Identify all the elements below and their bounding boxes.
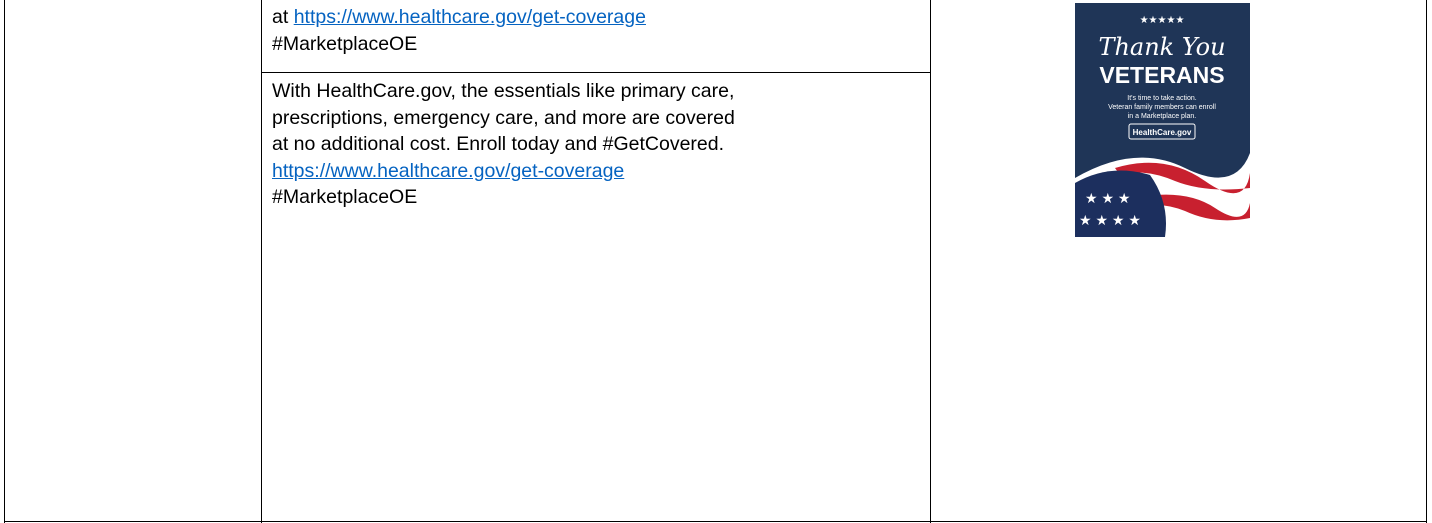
border [930, 0, 931, 523]
link[interactable]: https://www.healthcare.gov/get-coverage [272, 159, 625, 182]
flag-stars: ★ ★ ★ ★ [1079, 212, 1141, 228]
border [1426, 0, 1427, 523]
caption: Veteran family members can enroll [1108, 104, 1216, 111]
hashtag: #MarketplaceOE [272, 32, 418, 55]
hashtag: #MarketplaceOE [272, 186, 418, 209]
button [1128, 123, 1196, 140]
text-line: With HealthCare.gov, the essentials like… [272, 80, 735, 102]
flag-stars: ★ ★ ★ [1085, 190, 1130, 206]
caption: It's time to take action. [1127, 95, 1196, 102]
border [261, 0, 262, 523]
border [4, 521, 1427, 522]
text-line: at no additional cost. Enroll today and … [272, 133, 725, 156]
cell: With HealthCare.gov, the essentials like… [272, 78, 735, 211]
cell: at https://www.healthcare.gov/get-covera… [272, 4, 646, 57]
link-line: https://www.healthcare.gov/get-coverage [272, 158, 735, 185]
text-line: at https://www.healthcare.gov/get-covera… [272, 4, 646, 31]
flag-stripe [1115, 162, 1250, 194]
script-title: Thank You [1098, 33, 1225, 61]
flag-canton [1075, 170, 1166, 237]
veterans-image: ★★★★★ Thank You VETERANS It's time to ta… [1075, 3, 1250, 237]
link[interactable]: https://www.healthcare.gov/get-coverage [293, 6, 646, 28]
text: at [272, 6, 294, 28]
caption: in a Marketplace plan. [1128, 113, 1197, 120]
border [261, 72, 931, 73]
flag-stripe [1135, 194, 1250, 221]
button-label: HealthCare.gov [1133, 128, 1192, 137]
stars: ★★★★★ [1140, 15, 1185, 26]
title: VETERANS [1099, 62, 1224, 88]
text-line: prescriptions, emergency care, and more … [272, 106, 735, 129]
border [4, 0, 5, 523]
